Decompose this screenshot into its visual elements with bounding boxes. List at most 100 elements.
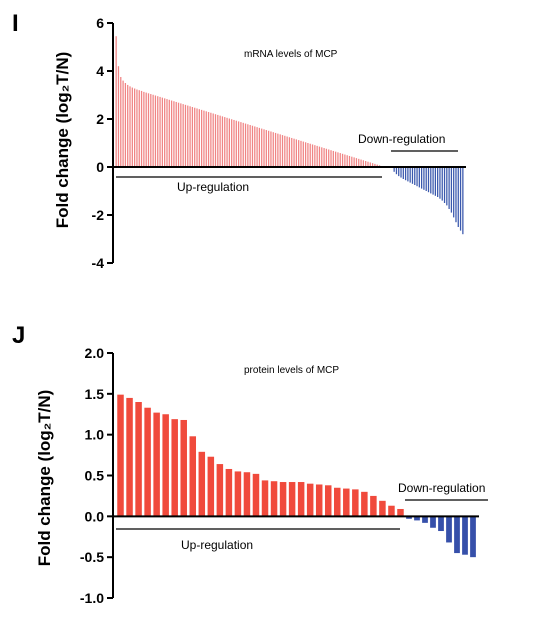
up-regulated-bar [256, 127, 258, 167]
up-regulation-label-i: Up-regulation [177, 180, 249, 194]
down-regulated-bar [411, 167, 414, 184]
up-regulated-bar [117, 394, 124, 517]
up-regulated-bar [355, 158, 358, 167]
up-regulated-bar [270, 481, 278, 517]
up-regulated-bar [379, 500, 386, 517]
up-regulated-bar [171, 419, 178, 517]
up-regulated-bar [217, 114, 219, 167]
up-regulated-bar [315, 484, 323, 517]
up-regulated-bar [196, 108, 198, 167]
up-regulated-bar [135, 402, 142, 517]
down-regulation-label-i: Down-regulation [358, 132, 445, 146]
up-regulated-bar [168, 99, 170, 167]
up-regulated-bar [205, 111, 207, 167]
up-regulated-bar [154, 95, 157, 167]
down-regulated-bar [402, 167, 404, 179]
up-regulated-bar [307, 143, 309, 167]
up-regulated-bar [353, 157, 355, 167]
up-regulated-bar [277, 133, 279, 167]
up-regulated-bar [274, 132, 277, 167]
up-regulated-bar [180, 103, 182, 167]
up-regulated-bar [234, 471, 242, 517]
down-regulated-bar [437, 167, 439, 197]
up-regulated-bar [120, 77, 122, 167]
up-regulated-bar [316, 145, 318, 167]
up-regulated-bar [332, 150, 334, 167]
y-tick-label: 0.5 [85, 468, 105, 484]
up-regulated-bar [346, 155, 348, 167]
up-regulated-bar [374, 163, 376, 167]
up-regulated-bar [330, 150, 332, 167]
bar-series-j [117, 394, 476, 558]
down-regulated-bar [439, 167, 441, 199]
up-regulated-bar [191, 107, 194, 167]
up-regulated-bar [251, 125, 254, 167]
up-regulated-bar [233, 119, 235, 167]
up-regulated-bar [138, 90, 140, 167]
up-regulated-bar [129, 86, 131, 167]
y-tick-label: 2 [96, 111, 104, 127]
up-regulated-bar [194, 107, 196, 167]
up-regulated-bar [351, 156, 353, 167]
down-regulated-bar [443, 167, 446, 203]
up-regulated-bar [242, 122, 244, 167]
up-regulated-bar [361, 491, 368, 517]
up-regulated-bar [279, 482, 287, 517]
up-regulated-bar [226, 117, 228, 167]
up-regulated-bar [288, 137, 291, 167]
up-regulated-bar [198, 451, 206, 517]
down-regulated-bar [446, 516, 452, 543]
up-regulated-bar [371, 163, 374, 167]
y-tick-label: -0.5 [80, 549, 104, 565]
up-regulated-bar [187, 105, 189, 167]
chart-panel-i: I Fold change (log₂T/N) mRNA levels of M… [12, 10, 466, 271]
up-regulated-bar [258, 127, 261, 167]
up-regulated-bar [352, 489, 359, 517]
up-regulated-bar [365, 161, 367, 167]
chart-title-j: protein levels of MCP [244, 365, 339, 376]
down-regulated-bar [459, 167, 462, 231]
y-axis-label-i: Fold change (log₂T/N) [53, 52, 72, 229]
y-axis-j: -1.0 -0.5 0.0 0.5 1.0 1.5 2.0 [80, 345, 114, 606]
up-regulated-bar [318, 146, 321, 167]
bar-series-i [115, 36, 464, 235]
up-regulated-bar [249, 125, 251, 167]
y-tick-label: -1.0 [80, 590, 104, 606]
up-regulated-bar [247, 124, 249, 167]
up-regulated-bar [265, 130, 267, 167]
up-regulated-bar [369, 162, 371, 167]
up-regulated-bar [122, 80, 124, 167]
up-regulated-bar [198, 109, 200, 167]
down-regulation-label-j: Down-regulation [398, 481, 485, 495]
panel-letter-i: I [12, 10, 19, 37]
down-regulated-bar [462, 516, 468, 555]
y-tick-label: 4 [96, 63, 104, 79]
down-regulated-bar [454, 516, 460, 554]
down-regulated-bar [393, 167, 395, 172]
up-regulated-bar [388, 505, 395, 517]
down-regulated-bar [406, 516, 412, 519]
panel-letter-j: J [12, 322, 25, 349]
up-regulated-bar [164, 98, 166, 167]
up-regulated-bar [212, 113, 214, 167]
y-tick-label: 2.0 [85, 345, 105, 361]
up-regulated-bar [344, 154, 346, 167]
up-regulated-bar [144, 407, 151, 517]
y-tick-label: 0 [96, 159, 104, 175]
up-regulated-bar [170, 100, 173, 167]
down-regulated-bar [462, 167, 464, 235]
up-regulated-bar [321, 147, 323, 167]
up-regulated-bar [124, 83, 127, 167]
up-regulated-bar [219, 115, 221, 167]
up-regulated-bar [131, 87, 133, 167]
y-tick-label: -4 [92, 255, 105, 271]
up-regulated-bar [261, 128, 263, 167]
up-regulated-bar [161, 97, 163, 167]
up-regulated-bar [243, 472, 251, 517]
up-regulated-bar [268, 130, 270, 167]
down-regulated-bar [432, 167, 434, 195]
up-regulated-bar [207, 456, 215, 517]
up-regulated-bar [284, 135, 286, 167]
up-regulated-bar [184, 104, 187, 167]
down-regulated-bar [423, 167, 425, 190]
